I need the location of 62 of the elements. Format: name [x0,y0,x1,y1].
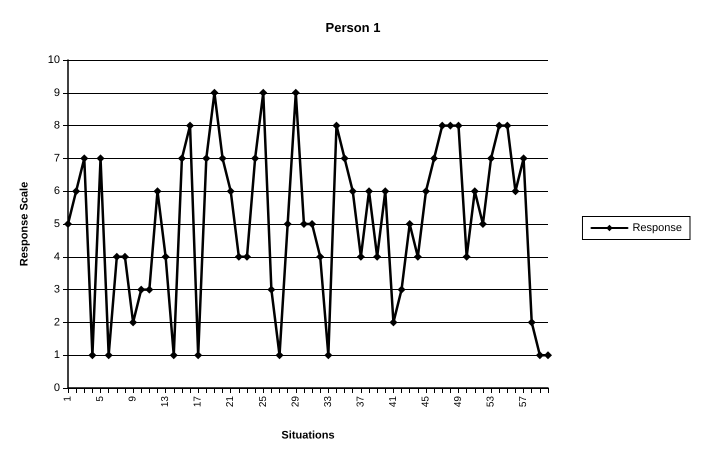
x-tick-label: 5 [95,396,106,402]
point [72,187,80,196]
point [218,154,227,162]
y-tick-label: 3 [54,284,60,296]
y-tick-label: 6 [54,185,60,198]
point [536,351,544,360]
point [503,122,512,130]
point [80,154,88,162]
point [145,286,154,294]
point [300,220,308,228]
point [316,252,324,261]
y-tick-label: 0 [54,382,60,394]
point [267,286,276,294]
point [202,154,210,162]
chart-title: Person 1 [326,20,380,35]
x-tick-label: 25 [258,396,269,408]
x-tick-label: 45 [420,396,432,408]
y-tick-label: 10 [48,54,60,66]
legend-label: Response [632,222,682,234]
point [178,154,186,162]
point [340,154,349,162]
x-tick-label: 53 [486,396,497,408]
point [544,351,552,360]
point [348,187,357,196]
y-tick-label: 5 [54,218,60,230]
point [438,122,446,130]
y-tick-label: 2 [54,316,60,328]
x-tick-label: 33 [322,396,334,408]
x-tick-label: 21 [225,396,236,408]
x-tick-label: 17 [192,396,204,408]
point [308,220,316,228]
y-tick-label: 8 [54,120,60,132]
y-tick-label: 1 [54,349,60,362]
point [226,187,235,196]
point [487,154,496,162]
x-tick-label: 29 [290,396,302,408]
point [406,220,414,228]
x-axis-title: Situations [281,430,335,442]
x-tick-label: 9 [128,396,139,402]
point [284,220,292,228]
point [96,154,105,162]
point [422,187,430,196]
x-tick-label: 1 [62,396,74,402]
point [495,122,504,130]
point [88,351,96,360]
y-tick-label: 4 [54,250,60,263]
point [137,286,146,294]
point [454,122,463,130]
point [162,252,170,261]
point [430,154,438,162]
point [398,286,406,294]
x-tick-label: 41 [388,396,399,408]
x-tick-label: 49 [453,396,464,408]
x-tick-label: 37 [355,396,366,408]
x-tick-label: 57 [518,396,530,408]
point [251,154,260,162]
x-tick-label: 13 [160,396,172,408]
y-tick-label: 9 [54,86,60,99]
y-axis-title: Response Scale [18,182,30,266]
y-tick-label: 7 [54,152,60,164]
point [446,122,454,130]
point [528,318,536,326]
